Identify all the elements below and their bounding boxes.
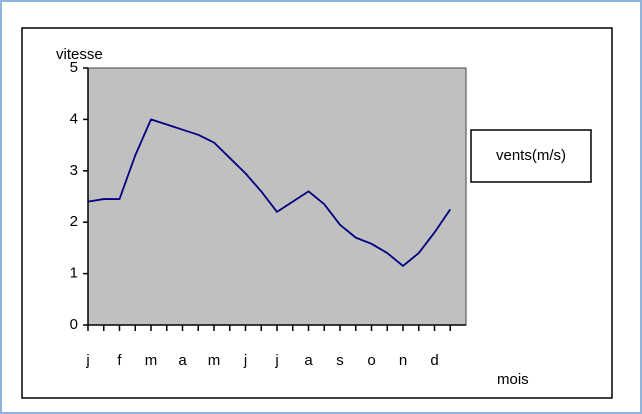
x-tick-label: f bbox=[117, 352, 122, 369]
x-tick-label: m bbox=[208, 352, 221, 369]
x-tick-label: j bbox=[85, 352, 89, 369]
x-tick-label: d bbox=[430, 352, 438, 369]
x-tick-label: a bbox=[178, 352, 187, 369]
x-tick-label: n bbox=[399, 352, 407, 369]
y-tick-label: 2 bbox=[70, 213, 78, 230]
legend bbox=[470, 129, 592, 183]
x-tick-label: j bbox=[243, 352, 247, 369]
x-axis-label: mois bbox=[497, 371, 529, 388]
plot-area bbox=[87, 67, 467, 326]
x-tick-label: a bbox=[304, 352, 313, 369]
series-line bbox=[87, 118, 451, 267]
y-tick-label: 5 bbox=[70, 59, 78, 76]
x-tick-label: s bbox=[336, 352, 344, 369]
y-tick-label: 0 bbox=[70, 316, 78, 333]
y-tick-label: 4 bbox=[70, 110, 78, 127]
y-tick-label: 3 bbox=[70, 162, 78, 179]
x-tick-label: m bbox=[145, 352, 158, 369]
y-axis-label: vitesse bbox=[56, 46, 103, 63]
y-tick-label: 1 bbox=[70, 265, 78, 282]
x-tick-label: j bbox=[274, 352, 278, 369]
x-tick-label: o bbox=[367, 352, 375, 369]
legend-label: vents(m/s) bbox=[496, 147, 566, 164]
